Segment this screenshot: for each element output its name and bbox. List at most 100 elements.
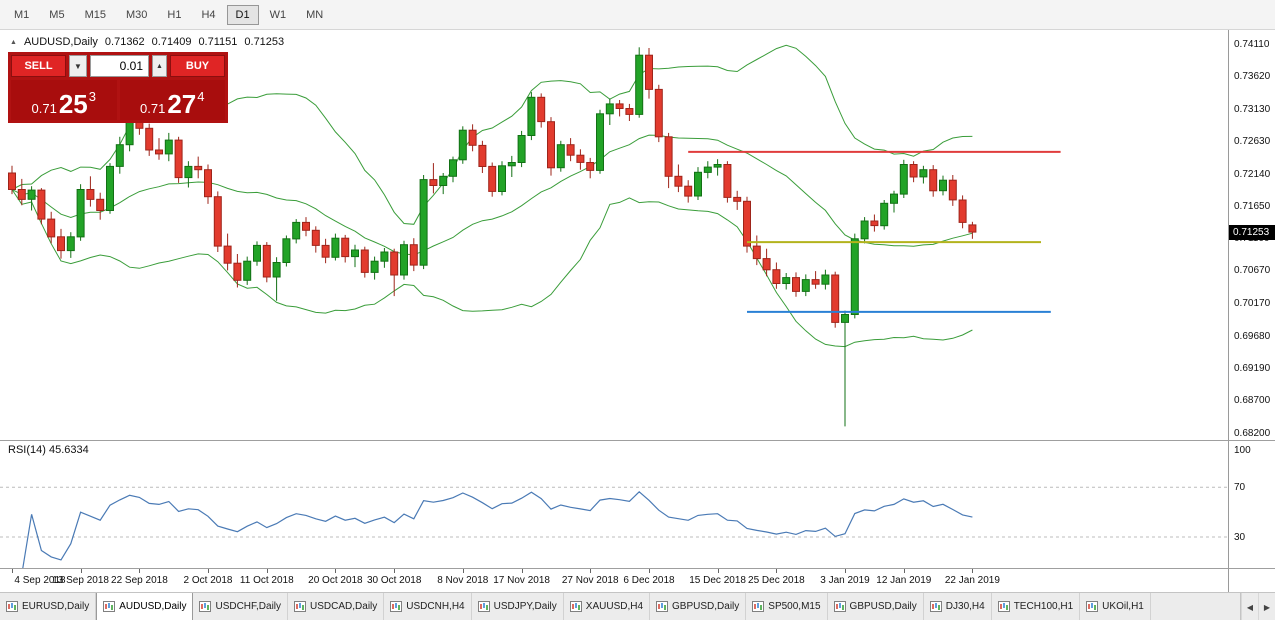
chart-tab-dj30-h4[interactable]: DJ30,H4 (924, 593, 992, 620)
rsi-axis-label: 70 (1234, 482, 1246, 494)
timeframe-button-d1[interactable]: D1 (226, 4, 259, 25)
chart-title: ▲ AUDUSD,Daily 0.71362 0.71409 0.71151 0… (10, 36, 284, 48)
price-axis-label: 0.69190 (1234, 362, 1271, 374)
chart-tab-icon (103, 601, 116, 612)
time-axis-label: 27 Nov 2018 (561, 575, 619, 586)
buy-price-prefix: 0.71 (140, 101, 166, 116)
chart-tab-label: USDCAD,Daily (310, 601, 378, 612)
rsi-chart[interactable] (0, 440, 1228, 575)
chart-tab-gbpusd-daily[interactable]: GBPUSD,Daily (650, 593, 747, 620)
lot-size-input[interactable] (90, 55, 149, 77)
time-axis-tick (972, 569, 974, 573)
buy-price-tile[interactable]: 0.71 27 4 (119, 80, 225, 120)
one-click-trading-panel: SELL ▼ ▲ BUY 0.71 25 3 0.71 27 4 (8, 52, 228, 123)
price-axis[interactable]: 0.71253 0.74110 0.73620 0.73130 0.72630 0.72… (1228, 30, 1275, 592)
chart-tab-icon (477, 601, 490, 612)
time-axis-divider (0, 568, 1275, 569)
time-axis-label: 12 Jan 2019 (876, 575, 932, 586)
time-axis-label: 25 Dec 2018 (748, 575, 805, 586)
timeframe-toolbar: M1 M5 M15 M30 H1 H4 D1 W1 MN (0, 0, 1275, 30)
chevron-down-icon: ▼ (74, 61, 82, 71)
time-axis-label: 22 Jan 2019 (944, 575, 1000, 586)
chart-tab-label: AUDUSD,Daily (119, 601, 187, 612)
time-axis-tick (845, 569, 846, 573)
time-axis-tick (590, 569, 592, 573)
chart-tab-icon (929, 601, 942, 612)
tab-scroll-left-button[interactable]: ◀ (1241, 593, 1258, 620)
ohlc-high: 0.71409 (151, 36, 192, 48)
time-axis-tick (139, 569, 141, 573)
time-axis-tick (394, 569, 396, 573)
chart-tab-icon (656, 601, 669, 612)
timeframe-button-m15[interactable]: M15 (76, 5, 115, 25)
chart-tab-label: GBPUSD,Daily (672, 601, 740, 612)
price-chart[interactable] (0, 30, 1228, 440)
time-axis-label: 13 Sep 2018 (52, 575, 109, 586)
buy-button[interactable]: BUY (170, 55, 225, 77)
time-axis-tick (649, 569, 650, 573)
time-axis-tick (462, 569, 464, 573)
chart-symbol: AUDUSD,Daily (23, 36, 98, 48)
chart-tab-tech100-h1[interactable]: TECH100,H1 (992, 593, 1081, 620)
time-axis-label: 30 Oct 2018 (366, 575, 422, 586)
lot-stepper[interactable]: ▲ (152, 55, 167, 77)
chart-tab-sp500-m15[interactable]: SP500,M15 (746, 593, 828, 620)
timeframe-button-h1[interactable]: H1 (158, 5, 190, 25)
chart-tab-usdjpy-daily[interactable]: USDJPY,Daily (472, 593, 564, 620)
time-axis-label: 3 Jan 2019 (820, 575, 870, 586)
current-price-badge: 0.71253 (1229, 225, 1275, 241)
price-axis-label: 0.74110 (1234, 39, 1270, 51)
chart-tab-audusd-daily[interactable]: AUDUSD,Daily (96, 593, 194, 620)
timeframe-button-mn[interactable]: MN (297, 5, 332, 25)
time-axis[interactable]: 4 Sep 2018 13 Sep 2018 22 Sep 2018 2 Oct 20… (0, 569, 1228, 592)
buy-price-pips: 27 (167, 88, 197, 119)
sell-button[interactable]: SELL (11, 55, 66, 77)
time-axis-label: 20 Oct 2018 (308, 575, 363, 586)
chart-tab-usdchf-daily[interactable]: USDCHF,Daily (193, 593, 289, 620)
time-axis-tick (903, 569, 905, 573)
chart-tab-eurusd-daily[interactable]: EURUSD,Daily (0, 593, 97, 620)
time-axis-tick (80, 569, 82, 573)
chart-region (0, 30, 1228, 440)
order-type-dropdown[interactable]: ▼ (69, 55, 87, 77)
sell-price-tile[interactable]: 0.71 25 3 (11, 80, 117, 120)
chart-tab-usdcad-daily[interactable]: USDCAD,Daily (288, 593, 385, 620)
chevron-up-icon: ▲ (156, 62, 163, 70)
chart-tab-icon (390, 601, 403, 612)
price-axis-label: 0.70670 (1234, 265, 1271, 277)
chart-tab-usdcnh-h4[interactable]: USDCNH,H4 (384, 593, 472, 620)
chart-tab-gbpusd-daily[interactable]: GBPUSD,Daily (828, 593, 924, 620)
chart-tab-icon (6, 601, 18, 612)
timeframe-button-w1[interactable]: W1 (261, 5, 296, 25)
timeframe-button-h4[interactable]: H4 (192, 5, 224, 25)
chart-tab-bar: EURUSD,Daily AUDUSD,Daily USDCHF,Daily USDC… (0, 592, 1275, 620)
price-axis-label: 0.71650 (1234, 200, 1271, 212)
panel-divider[interactable] (0, 440, 1275, 441)
chart-tab-icon (752, 601, 765, 612)
chart-tab-icon (997, 601, 1010, 612)
timeframe-button-m30[interactable]: M30 (117, 5, 156, 25)
chart-tab-label: EURUSD,Daily (22, 601, 90, 612)
chart-tab-ukoil-h1[interactable]: UKOil,H1 (1080, 593, 1151, 620)
timeframe-button-m1[interactable]: M1 (5, 5, 38, 25)
timeframe-button-m5[interactable]: M5 (40, 5, 73, 25)
price-axis-label: 0.69680 (1234, 330, 1271, 342)
time-axis-tick (12, 569, 13, 573)
chart-tab-label: UKOil,H1 (1102, 601, 1144, 612)
chart-tab-icon (833, 601, 846, 612)
tab-scroll-right-button[interactable]: ▶ (1258, 593, 1275, 620)
rsi-panel: RSI(14) 45.6334 (0, 440, 1228, 575)
time-axis-tick (521, 569, 523, 573)
rsi-axis-label: 30 (1234, 532, 1246, 543)
time-axis-label: 6 Dec 2018 (623, 575, 675, 586)
price-axis-label: 0.68200 (1234, 427, 1271, 439)
time-axis-tick (717, 569, 719, 573)
time-axis-label: 11 Oct 2018 (239, 575, 294, 586)
chart-tab-icon (199, 601, 212, 612)
price-axis-label: 0.72140 (1234, 168, 1271, 180)
price-axis-label: 0.73620 (1234, 71, 1271, 83)
chart-tab-xauusd-h4[interactable]: XAUUSD,H4 (564, 593, 651, 620)
price-axis-label: 0.72630 (1234, 136, 1271, 148)
price-axis-label: 0.73130 (1234, 103, 1271, 115)
tab-scroll-buttons: ◀ ▶ (1240, 593, 1275, 620)
